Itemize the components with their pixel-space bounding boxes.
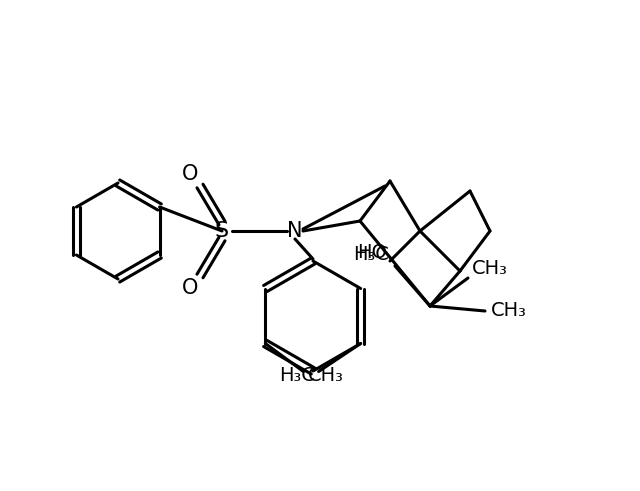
Text: CH₃: CH₃ xyxy=(472,258,508,277)
Text: O: O xyxy=(182,164,198,184)
Text: N: N xyxy=(287,221,303,241)
Text: O: O xyxy=(182,278,198,298)
Text: H₃C: H₃C xyxy=(278,366,315,385)
Text: H₃C: H₃C xyxy=(353,245,389,264)
Text: HO: HO xyxy=(357,244,387,263)
Text: S: S xyxy=(215,221,229,241)
Text: CH₃: CH₃ xyxy=(491,301,527,321)
Text: CH₃: CH₃ xyxy=(307,366,343,385)
